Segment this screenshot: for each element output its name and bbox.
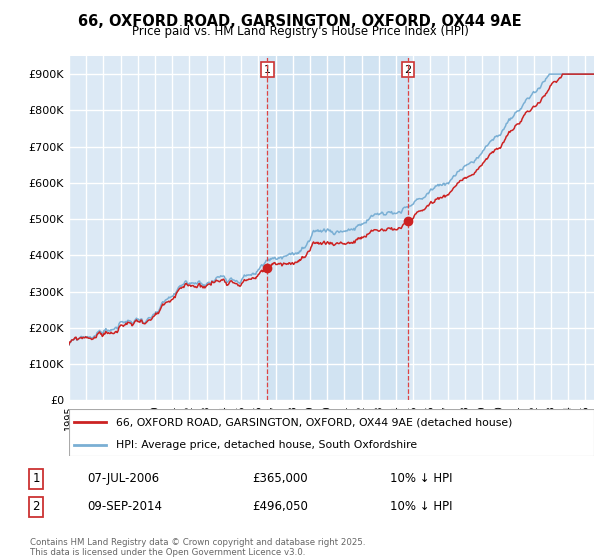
Text: 09-SEP-2014: 09-SEP-2014 (87, 500, 162, 514)
Text: Price paid vs. HM Land Registry's House Price Index (HPI): Price paid vs. HM Land Registry's House … (131, 25, 469, 38)
Text: 66, OXFORD ROAD, GARSINGTON, OXFORD, OX44 9AE: 66, OXFORD ROAD, GARSINGTON, OXFORD, OX4… (78, 14, 522, 29)
Text: 1: 1 (32, 472, 40, 486)
Text: 07-JUL-2006: 07-JUL-2006 (87, 472, 159, 486)
Bar (267, 56, 408, 400)
Text: HPI: Average price, detached house, South Oxfordshire: HPI: Average price, detached house, Sout… (116, 440, 418, 450)
Text: 10% ↓ HPI: 10% ↓ HPI (390, 500, 452, 514)
Text: 2: 2 (404, 64, 412, 74)
Text: £496,050: £496,050 (252, 500, 308, 514)
Text: £365,000: £365,000 (252, 472, 308, 486)
Text: Contains HM Land Registry data © Crown copyright and database right 2025.
This d: Contains HM Land Registry data © Crown c… (30, 538, 365, 557)
Text: 10% ↓ HPI: 10% ↓ HPI (390, 472, 452, 486)
Text: 1: 1 (264, 64, 271, 74)
Text: 66, OXFORD ROAD, GARSINGTON, OXFORD, OX44 9AE (detached house): 66, OXFORD ROAD, GARSINGTON, OXFORD, OX4… (116, 417, 512, 427)
Text: 2: 2 (32, 500, 40, 514)
